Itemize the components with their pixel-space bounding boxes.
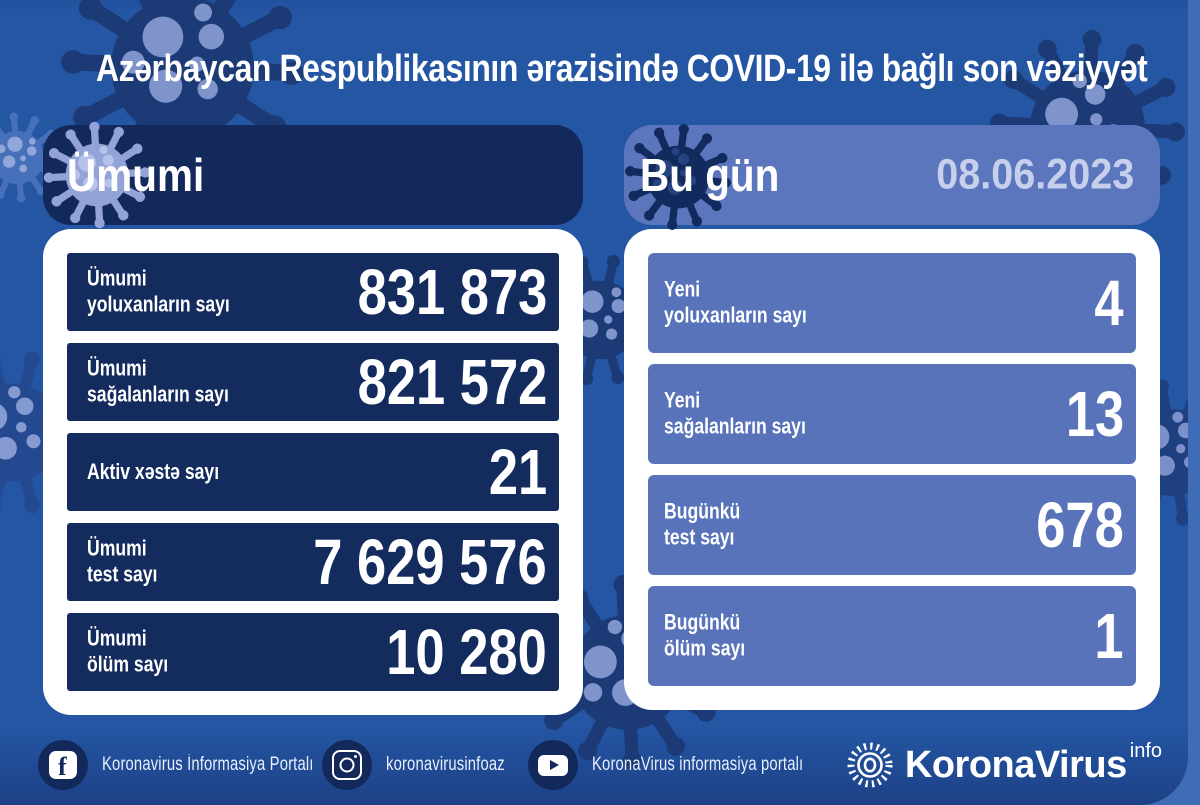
stat-row-total-recovered: Ümumi sağalanların sayı 821 572	[67, 343, 559, 421]
stat-value: 13	[1066, 382, 1124, 446]
stat-row-new-infections: Yeni yoluxanların sayı 4	[648, 253, 1136, 353]
stat-label: Ümumi test sayı	[87, 536, 157, 589]
report-date: 08.06.2023	[936, 151, 1134, 200]
stat-row-total-infections: Ümumi yoluxanların sayı 831 873	[67, 253, 559, 331]
stat-label: Yeni yoluxanların sayı	[664, 277, 807, 330]
footer: f Koronavirus İnformasiya Portalı korona…	[38, 738, 1162, 792]
stat-label: Ümumi yoluxanların sayı	[87, 266, 230, 319]
stat-label: Yeni sağalanların sayı	[664, 388, 806, 441]
totals-panel-header: Ümumi	[43, 125, 583, 225]
youtube-account: KoronaVirus informasiya portalı	[528, 740, 797, 790]
stat-row-today-deaths: Bugünkü ölüm sayı 1	[648, 586, 1136, 686]
today-panel: Bu gün 08.06.2023 Yeni yoluxanların sayı…	[624, 125, 1160, 710]
brand-text: KoronaVirus	[905, 744, 1127, 787]
totals-panel-title: Ümumi	[67, 148, 204, 202]
facebook-label: Koronavirus İnformasiya Portalı	[102, 754, 258, 776]
instagram-account: koronavirusinfoaz	[322, 740, 508, 790]
youtube-label: KoronaVirus informasiya portalı	[592, 754, 752, 776]
stat-label: Bugünkü test sayı	[664, 499, 740, 552]
stat-value: 678	[1036, 493, 1124, 557]
instagram-icon	[322, 740, 372, 790]
brand-logo: KoronaVirus info	[845, 740, 1162, 790]
totals-panel: Ümumi Ümumi yoluxanların sayı 831 873 Üm…	[43, 125, 583, 715]
facebook-icon: f	[38, 740, 88, 790]
stat-row-new-recovered: Yeni sağalanların sayı 13	[648, 364, 1136, 464]
stat-value: 821 572	[357, 350, 547, 414]
instagram-label: koronavirusinfoaz	[386, 754, 481, 776]
today-panel-body: Yeni yoluxanların sayı 4 Yeni sağalanlar…	[624, 229, 1160, 710]
stat-row-total-deaths: Ümumi ölüm sayı 10 280	[67, 613, 559, 691]
today-panel-title: Bu gün	[640, 148, 779, 202]
stat-row-active-cases: Aktiv xəstə sayı 21	[67, 433, 559, 511]
brand-superscript: info	[1130, 740, 1162, 763]
stat-value: 1	[1095, 604, 1124, 668]
stat-label: Aktiv xəstə sayı	[87, 459, 219, 485]
totals-panel-body: Ümumi yoluxanların sayı 831 873 Ümumi sa…	[43, 229, 583, 715]
facebook-account: f Koronavirus İnformasiya Portalı	[38, 740, 302, 790]
stat-row-today-tests: Bugünkü test sayı 678	[648, 475, 1136, 575]
stat-row-total-tests: Ümumi test sayı 7 629 576	[67, 523, 559, 601]
stat-value: 4	[1095, 271, 1124, 335]
today-panel-header: Bu gün 08.06.2023	[624, 125, 1160, 225]
koronavirus-info-virus-icon	[845, 740, 895, 790]
stat-value: 831 873	[357, 260, 547, 324]
stat-value: 7 629 576	[314, 530, 547, 594]
stat-value: 10 280	[386, 620, 547, 684]
stat-value: 21	[489, 440, 547, 504]
stat-label: Bugünkü ölüm sayı	[664, 610, 745, 663]
stat-label: Ümumi ölüm sayı	[87, 626, 168, 679]
stat-label: Ümumi sağalanların sayı	[87, 356, 229, 409]
infographic-title: Azərbaycan Respublikasının ərazisində CO…	[96, 48, 1104, 91]
youtube-icon	[528, 740, 578, 790]
